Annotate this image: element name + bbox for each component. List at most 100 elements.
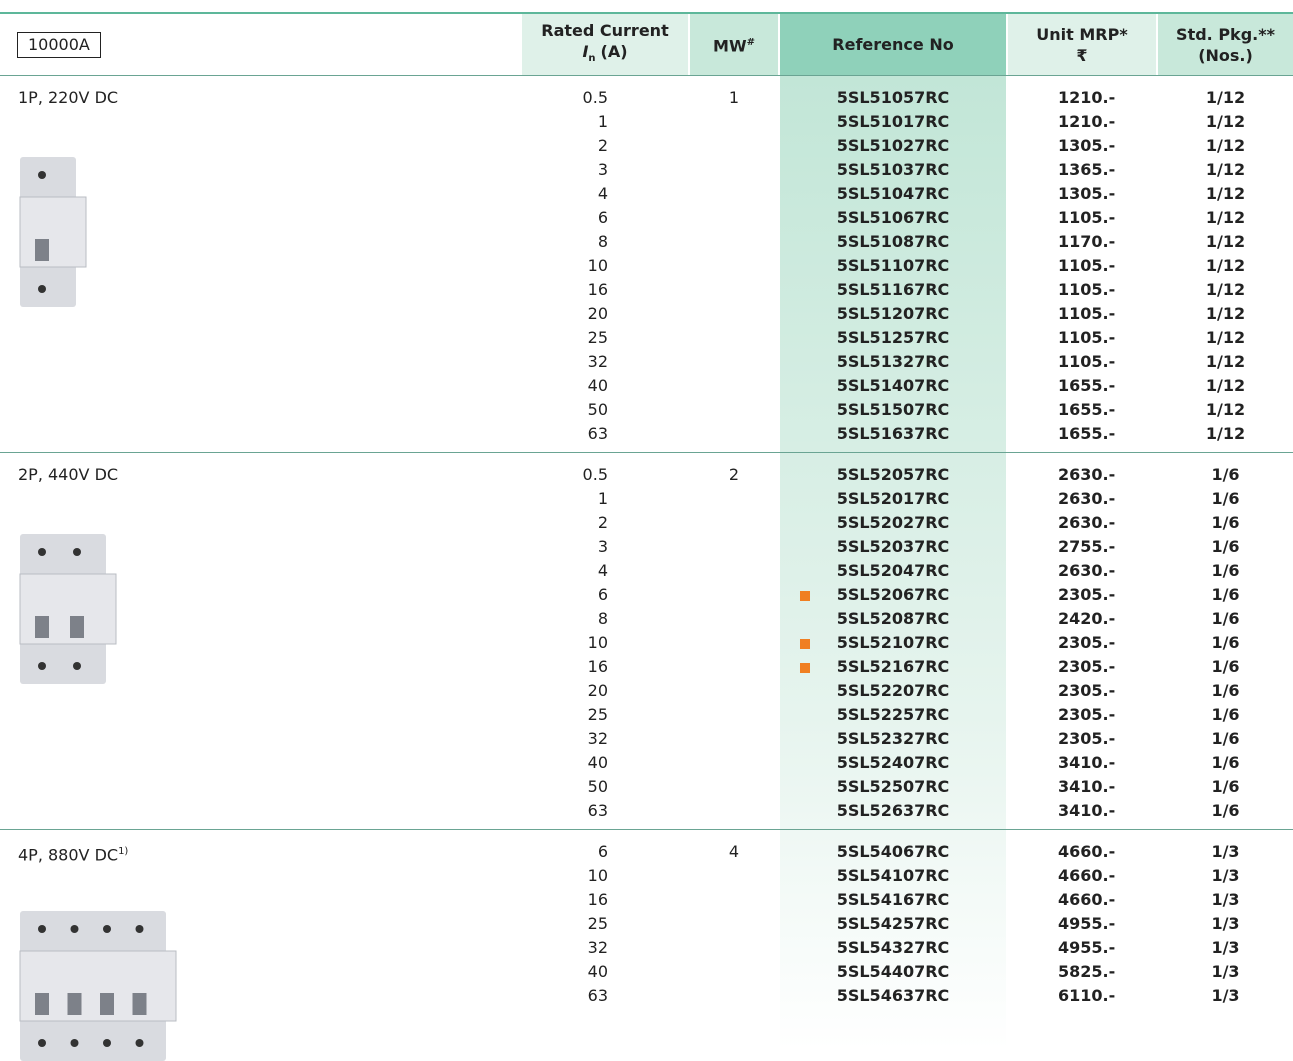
std-pkg: 1/6 [1211,633,1240,652]
unit-mrp: 1305.- [1058,184,1116,203]
section-label: 1P, 220V DC [18,86,118,110]
std-pkg: 1/3 [1211,938,1240,957]
product-image [19,157,87,307]
std-pkg: 1/12 [1205,112,1246,131]
reference-no: 5SL52037RC [836,537,950,556]
top-rule [0,12,1293,14]
rated-current: 4 [597,561,608,580]
reference-no: 5SL54257RC [836,914,950,933]
toggle [35,239,49,261]
section-rule [0,452,1293,453]
unit-mrp: 2305.- [1058,729,1116,748]
rated-current: 50 [587,400,608,419]
badge: 10000A [17,32,101,58]
header-text: (Nos.) [1198,45,1253,65]
reference-no: 5SL52107RC [836,633,950,652]
header-text: In (A) [582,41,627,69]
reference-column-shade [780,14,1006,1050]
reference-no: 5SL54327RC [836,938,950,957]
new-marker [800,639,810,649]
rated-current: 8 [597,609,608,628]
rated-current: 32 [587,352,608,371]
std-pkg: 1/3 [1211,842,1240,861]
unit-mrp: 1105.- [1058,352,1116,371]
unit-mrp: 3410.- [1058,753,1116,772]
std-pkg: 1/3 [1211,866,1240,885]
mw-value: 2 [728,465,740,484]
reference-no: 5SL51327RC [836,352,950,371]
terminal [103,925,111,933]
new-marker [800,663,810,673]
rated-current: 3 [597,537,608,556]
std-pkg: 1/6 [1211,513,1240,532]
unit-mrp: 1105.- [1058,208,1116,227]
std-pkg: 1/6 [1211,801,1240,820]
rated-current: 63 [587,424,608,443]
unit-mrp: 1210.- [1058,112,1116,131]
header-rule [0,75,1293,76]
unit-mrp: 2755.- [1058,537,1116,556]
reference-no: 5SL51407RC [836,376,950,395]
reference-no: 5SL54637RC [836,986,950,1005]
rated-current: 8 [597,232,608,251]
rated-current-header: Rated Current In (A) [522,14,688,75]
toggle [100,993,114,1015]
unit-mrp: 2630.- [1058,561,1116,580]
mrp-header: Unit MRP* ₹ [1008,14,1156,75]
rated-current: 25 [587,328,608,347]
unit-mrp: 1655.- [1058,376,1116,395]
unit-mrp: 2305.- [1058,633,1116,652]
reference-no: 5SL51637RC [836,424,950,443]
unit: (A) [600,41,628,61]
std-pkg: 1/12 [1205,232,1246,251]
rated-current: 10 [587,633,608,652]
terminal [38,662,46,670]
label-sup: 1) [118,846,129,857]
reference-no: 5SL51027RC [836,136,950,155]
terminal [135,925,144,933]
terminal [135,1039,144,1047]
rated-current: 16 [587,280,608,299]
terminal [73,662,81,670]
pkg-header: Std. Pkg.** (Nos.) [1158,14,1293,75]
std-pkg: 1/6 [1211,465,1240,484]
toggle [35,993,49,1015]
terminal [38,925,46,933]
std-pkg: 1/12 [1205,88,1246,107]
reference-no: 5SL51017RC [836,112,950,131]
std-pkg: 1/3 [1211,962,1240,981]
unit-mrp: 1305.- [1058,136,1116,155]
reference-no: 5SL51167RC [836,280,950,299]
std-pkg: 1/6 [1211,753,1240,772]
unit-mrp: 4955.- [1058,914,1116,933]
std-pkg: 1/6 [1211,777,1240,796]
rated-current: 0.5 [582,465,608,484]
reference-no: 5SL54107RC [836,866,950,885]
unit-mrp: 1105.- [1058,280,1116,299]
new-marker [800,591,810,601]
std-pkg: 1/6 [1211,657,1240,676]
unit-mrp: 1655.- [1058,424,1116,443]
std-pkg: 1/12 [1205,328,1246,347]
std-pkg: 1/6 [1211,681,1240,700]
reference-no: 5SL54067RC [836,842,950,861]
unit-mrp: 2305.- [1058,657,1116,676]
reference-no: 5SL52207RC [836,681,950,700]
terminal [38,548,46,556]
header-text: MW# [713,32,755,56]
toggle [70,616,84,638]
unit-mrp: 2305.- [1058,585,1116,604]
unit-mrp: 1105.- [1058,304,1116,323]
reference-no: 5SL52407RC [836,753,950,772]
label-text: 4P, 880V DC [18,845,119,865]
terminal [38,1039,46,1047]
rated-current: 10 [587,866,608,885]
unit-mrp: 1655.- [1058,400,1116,419]
section-label: 2P, 440V DC [18,463,118,487]
unit-mrp: 4955.- [1058,938,1116,957]
std-pkg: 1/12 [1205,280,1246,299]
std-pkg: 1/12 [1205,160,1246,179]
reference-no: 5SL54167RC [836,890,950,909]
rated-current: 25 [587,914,608,933]
